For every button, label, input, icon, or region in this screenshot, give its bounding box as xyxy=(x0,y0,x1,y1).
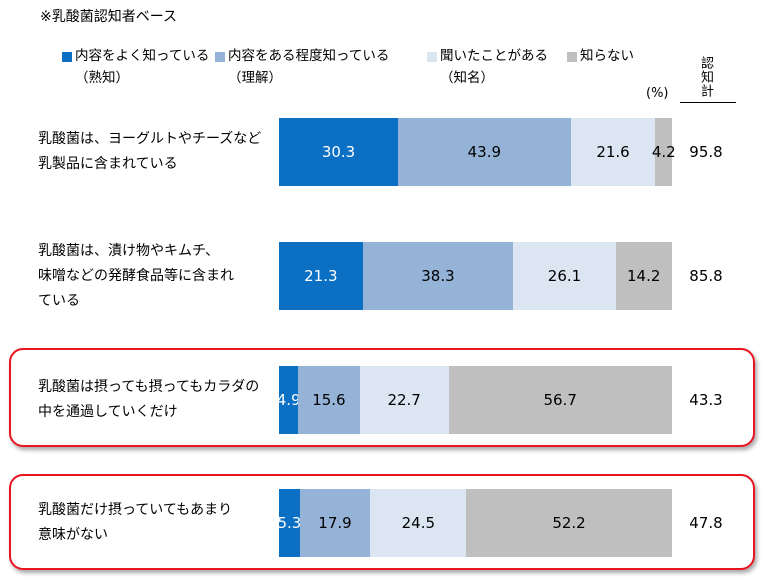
bar-segment: 17.9 xyxy=(299,489,371,557)
data-label: 4.9 xyxy=(276,391,301,409)
bar-segment: 4.2 xyxy=(652,118,676,186)
data-label: 26.1 xyxy=(547,267,582,285)
total-value: 47.8 xyxy=(689,514,723,532)
legend-swatch xyxy=(62,52,72,62)
chart-title: ※乳酸菌認知者ベース xyxy=(40,9,178,25)
data-label: 56.7 xyxy=(543,391,577,409)
bar-segment: 26.1 xyxy=(513,242,616,310)
data-label: 21.6 xyxy=(596,143,630,161)
bar-segment: 21.3 xyxy=(279,242,363,310)
category-label: 乳酸菌だけ摂っていてもあまり 意味がない xyxy=(38,502,233,543)
data-label: 21.3 xyxy=(304,267,338,285)
data-label: 52.2 xyxy=(552,514,586,532)
data-label: 30.3 xyxy=(321,143,356,161)
legend-swatch xyxy=(215,52,225,62)
bar-segment: 5.3 xyxy=(277,489,302,557)
data-label: 38.3 xyxy=(421,267,455,285)
bar-segment: 52.2 xyxy=(466,489,672,557)
bar-segment: 38.3 xyxy=(362,242,514,310)
bar-segment: 4.9 xyxy=(276,366,301,434)
category-label: 乳酸菌は、ヨーグルトやチーズなど 乳製品に含まれている xyxy=(38,131,262,172)
data-label: 24.5 xyxy=(401,514,436,532)
legend-label: 知らない xyxy=(580,48,634,64)
bar-segment: 14.2 xyxy=(615,242,672,310)
category-label: 乳酸菌は摂っても摂ってもカラダの 中を通過していくだけ xyxy=(38,379,260,420)
bar-segment: 21.6 xyxy=(570,118,656,186)
total-value: 85.8 xyxy=(689,267,723,285)
data-label: 5.3 xyxy=(277,514,302,532)
total-value: 95.8 xyxy=(689,143,723,161)
data-label: 22.7 xyxy=(387,391,421,409)
legend-label: 聞いたことがある （知名） xyxy=(440,48,548,86)
bar-segment: 56.7 xyxy=(448,366,672,434)
data-label: 43.9 xyxy=(467,143,502,161)
highlight-box xyxy=(9,474,755,570)
category-label: 乳酸菌は、漬け物やキムチ、 味噌などの発酵食品等に含まれ ている xyxy=(38,242,234,309)
data-label: 15.6 xyxy=(312,391,346,409)
bar-segment: 24.5 xyxy=(370,489,467,557)
total-header: 認知計 xyxy=(698,56,713,98)
data-label: 14.2 xyxy=(626,267,661,285)
bar-segment: 15.6 xyxy=(298,366,360,434)
legend-swatch xyxy=(567,52,577,62)
data-label: 17.9 xyxy=(318,514,352,532)
legend-swatch xyxy=(427,52,437,62)
highlight-box xyxy=(9,348,755,447)
legend-label: 内容をよく知っている （熟知） xyxy=(75,48,210,86)
bar-segment: 30.3 xyxy=(279,118,399,186)
data-label: 4.2 xyxy=(651,143,676,161)
total-value: 43.3 xyxy=(689,391,723,409)
bar-segment: 22.7 xyxy=(359,366,449,434)
legend-label: 内容をある程度知っている （理解） xyxy=(228,48,390,86)
unit-label: (%) xyxy=(646,86,669,101)
bar-segment: 43.9 xyxy=(398,118,571,186)
header-rule xyxy=(680,102,736,103)
